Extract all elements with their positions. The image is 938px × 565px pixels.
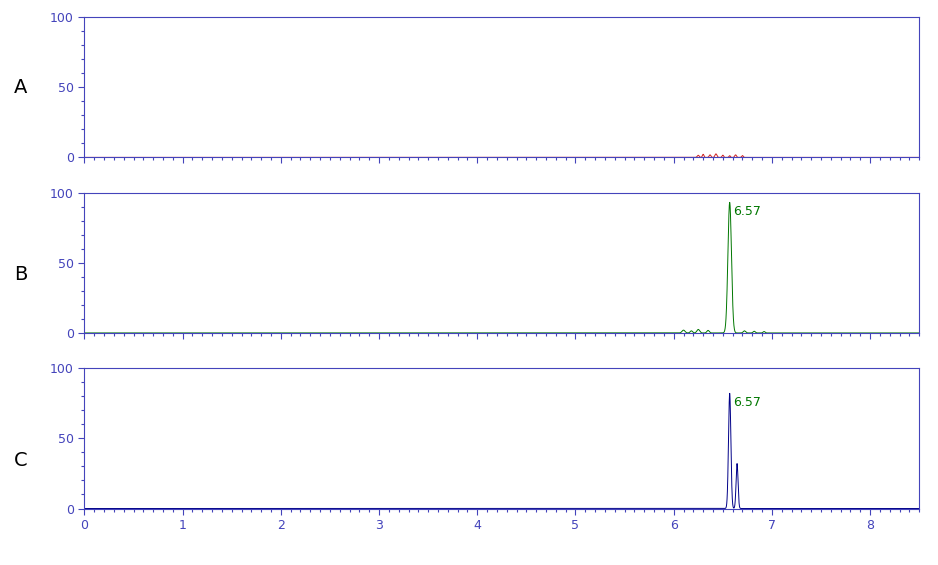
Text: 6.57: 6.57 (734, 396, 762, 409)
Text: C: C (14, 451, 28, 470)
Text: B: B (14, 264, 27, 284)
Text: 6.57: 6.57 (734, 205, 762, 218)
Text: A: A (14, 78, 27, 97)
